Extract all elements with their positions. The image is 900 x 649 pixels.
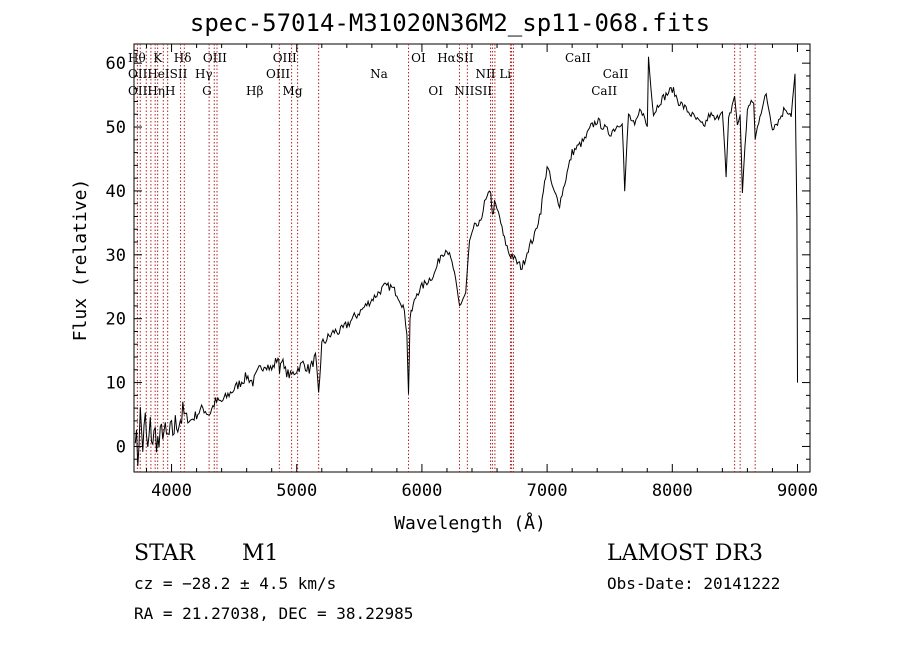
coordinates: RA = 21.27038, DEC = 38.22985: [134, 604, 414, 623]
x-tick-label: 4000: [151, 481, 192, 501]
chart-title: spec-57014-M31020N36M2_sp11-068.fits: [189, 9, 711, 37]
y-tick-label: 30: [106, 246, 126, 266]
marker-labels: Hθ K Hδ OIII OIII OI HαSII CaII OIIHeISII…: [128, 51, 629, 98]
y-tick-label: 60: [106, 54, 126, 74]
marker-label-row2: OIIHeISII Hγ OIII Na NII Li CaII: [128, 67, 629, 81]
y-axis-ticks: 0 10 20 30 40 50 60: [106, 49, 810, 460]
flux-series-line: [134, 56, 798, 467]
object-subclass: M1: [242, 541, 279, 566]
x-tick-label: 6000: [401, 481, 442, 501]
observation-date: Obs-Date: 20141222: [607, 574, 781, 593]
y-tick-label: 10: [106, 374, 126, 394]
x-tick-label: 5000: [276, 481, 317, 501]
y-tick-label: 20: [106, 310, 126, 330]
x-axis-ticks: 4000 5000 6000 7000 8000 9000: [146, 44, 818, 501]
plot-frame: [133, 43, 811, 473]
y-axis-label: Flux (relative): [70, 179, 91, 342]
marker-label-row1: Hθ K Hδ OIII OIII OI HαSII CaII: [128, 51, 591, 65]
marker-label-row3: OIIHηH G Hβ Mg OI NIISII CaII: [128, 84, 617, 98]
redshift-velocity: cz = −28.2 ± 4.5 km/s: [134, 574, 337, 593]
y-tick-label: 0: [116, 437, 126, 457]
x-axis-label: Wavelength (Å): [394, 512, 546, 534]
object-class: STAR: [134, 541, 195, 566]
y-tick-label: 40: [106, 182, 126, 202]
line-markers: [136, 44, 756, 472]
x-tick-label: 8000: [652, 481, 693, 501]
x-tick-label: 9000: [777, 481, 818, 501]
y-tick-label: 50: [106, 118, 126, 138]
survey-name: LAMOST DR3: [607, 541, 763, 566]
x-tick-label: 7000: [527, 481, 568, 501]
